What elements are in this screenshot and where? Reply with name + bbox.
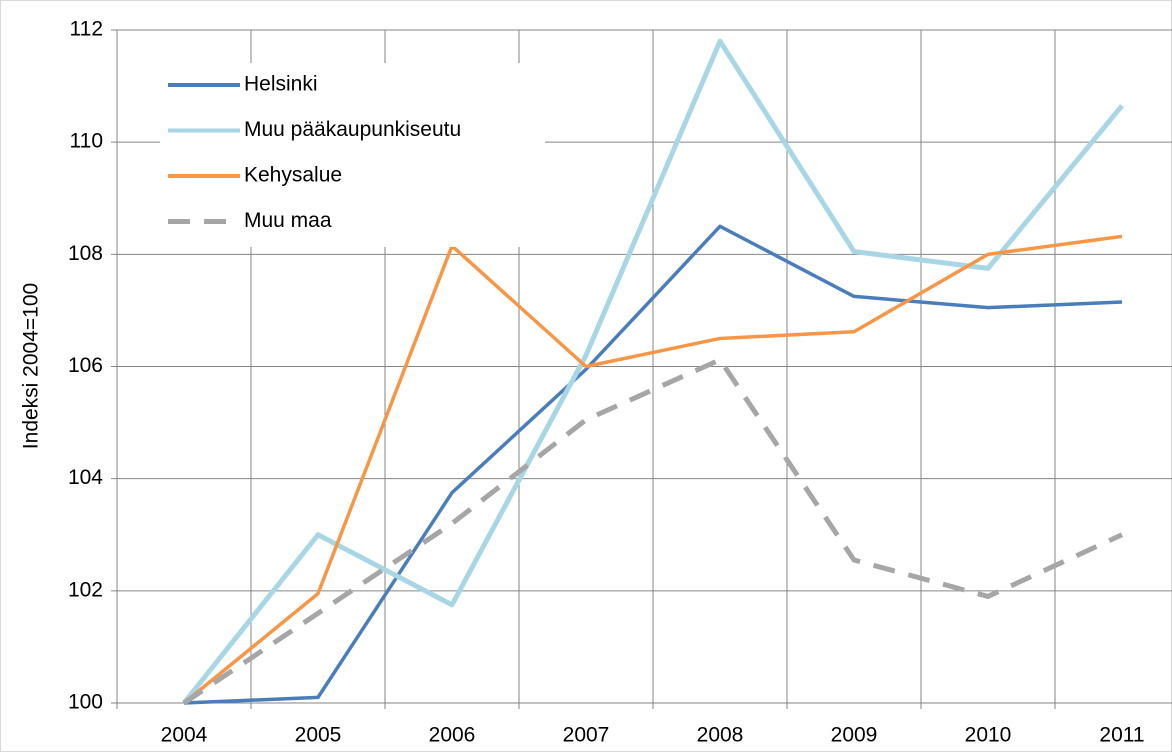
x-tick-label: 2005 xyxy=(295,724,342,747)
x-tick-label: 2008 xyxy=(697,724,744,747)
series-line xyxy=(182,234,1123,705)
x-tick-label: 2006 xyxy=(429,724,476,747)
x-tick-label: 2010 xyxy=(965,724,1012,747)
y-axis-label: Indeksi 2004=100 xyxy=(20,283,43,449)
y-tick-label: 112 xyxy=(70,18,103,41)
x-tick-label: 2009 xyxy=(831,724,878,747)
y-tick-label: 106 xyxy=(68,354,103,377)
x-tick-label: 2004 xyxy=(161,724,208,747)
legend-label: Kehysalue xyxy=(244,164,342,187)
series-line xyxy=(182,357,1124,706)
y-tick-label: 102 xyxy=(68,578,103,601)
x-tick-label: 2011 xyxy=(1099,724,1144,747)
legend-label: Muu pääkaupunkiseutu xyxy=(244,118,461,141)
legend-box xyxy=(160,63,545,247)
y-tick-label: 110 xyxy=(70,130,103,153)
series-line xyxy=(183,224,1123,705)
y-tick-label: 104 xyxy=(68,466,103,489)
legend-label: Helsinki xyxy=(244,73,318,96)
legend-label: Muu maa xyxy=(244,209,332,232)
y-tick-label: 100 xyxy=(68,691,103,714)
y-tick-label: 108 xyxy=(68,242,103,265)
x-tick-label: 2007 xyxy=(563,724,610,747)
